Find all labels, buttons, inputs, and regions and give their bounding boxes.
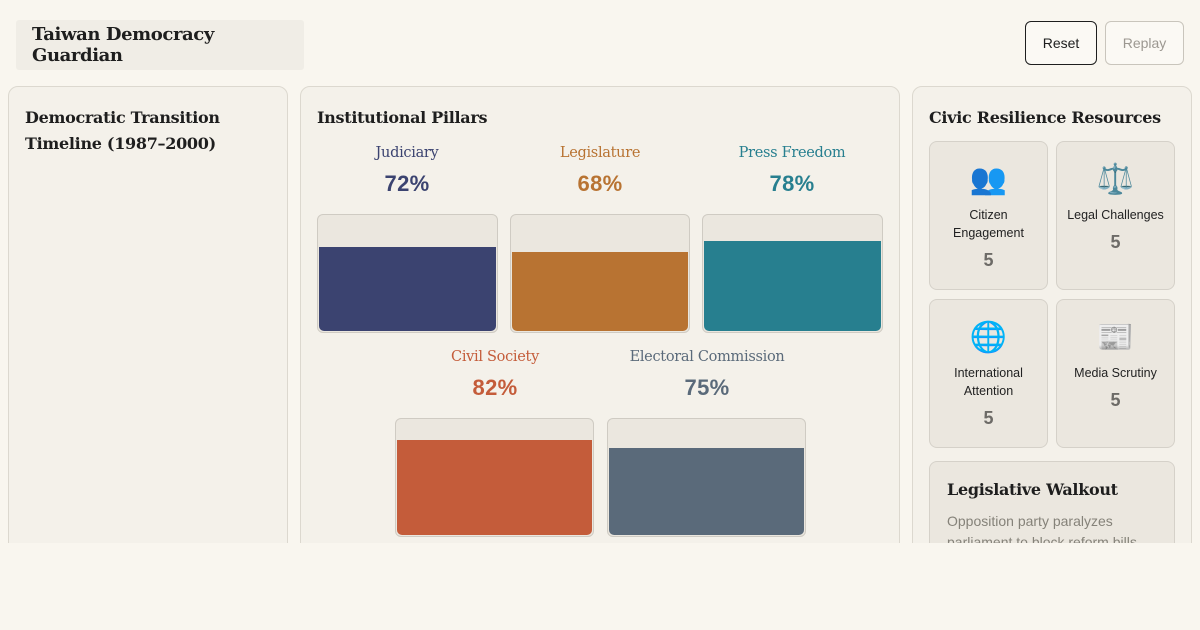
gauge-fill-electoral-commission	[609, 448, 804, 535]
app-title-box: Taiwan Democracy Guardian	[16, 20, 304, 70]
pillar-value: 75%	[684, 375, 730, 400]
scales-icon: ⚖️	[1096, 163, 1135, 196]
resource-name: Legal Challenges	[1067, 208, 1164, 222]
civic-title: Civic Resilience Resources	[929, 108, 1161, 127]
resource-name: International Attention	[954, 366, 1023, 398]
gauge-fill-judiciary	[319, 247, 496, 331]
gauge-fill-press-freedom	[704, 241, 881, 331]
people-icon: 👥	[969, 163, 1008, 196]
pillar-judiciary: Judiciary 72%	[317, 145, 497, 197]
pillar-value: 78%	[769, 171, 815, 196]
timeline-panel: Democratic Transition Timeline (1987–200…	[8, 86, 288, 556]
reset-button[interactable]: Reset	[1025, 21, 1097, 65]
pillar-name: Civil Society	[451, 349, 539, 365]
gauge-judiciary[interactable]	[317, 214, 498, 333]
resource-citizen-engagement[interactable]: 👥 Citizen Engagement 5	[929, 141, 1048, 290]
pillar-civil-society: Civil Society 82%	[395, 349, 595, 401]
pillar-value: 72%	[384, 171, 430, 196]
civic-panel: Civic Resilience Resources 👥 Citizen Eng…	[912, 86, 1192, 571]
page-background	[0, 543, 1200, 630]
gauge-fill-civil-society	[397, 440, 592, 535]
pillar-value: 82%	[472, 375, 518, 400]
newspaper-icon: 📰	[1096, 321, 1135, 354]
resource-international-attention[interactable]: 🌐 International Attention 5	[929, 299, 1048, 448]
pillar-press-freedom: Press Freedom 78%	[702, 145, 882, 197]
gauge-legislature[interactable]	[510, 214, 690, 333]
pillar-name: Electoral Commission	[629, 349, 785, 365]
pillar-name: Legislature	[559, 145, 641, 161]
pillar-electoral-commission: Electoral Commission 75%	[607, 349, 807, 401]
pillar-name: Press Freedom	[738, 145, 846, 161]
pillar-legislature: Legislature 68%	[510, 145, 690, 197]
pillar-value: 68%	[577, 171, 623, 196]
resource-name: Citizen Engagement	[953, 208, 1024, 240]
resource-count: 5	[1110, 232, 1121, 252]
pillar-name: Judiciary	[375, 145, 439, 161]
resource-name: Media Scrutiny	[1074, 366, 1157, 380]
gauge-press-freedom[interactable]	[702, 214, 883, 333]
pillars-panel: Institutional Pillars Judiciary 72% Legi…	[300, 86, 900, 556]
resource-count: 5	[983, 250, 994, 270]
globe-icon: 🌐	[969, 321, 1008, 354]
app-title: Taiwan Democracy Guardian	[32, 24, 214, 66]
gauge-electoral-commission[interactable]	[607, 418, 806, 537]
pillars-title: Institutional Pillars	[317, 108, 488, 127]
event-title: Legislative Walkout	[947, 480, 1118, 499]
resource-legal-challenges[interactable]: ⚖️ Legal Challenges 5	[1056, 141, 1175, 290]
gauge-fill-legislature	[512, 252, 688, 331]
replay-button[interactable]: Replay	[1105, 21, 1184, 65]
resource-media-scrutiny[interactable]: 📰 Media Scrutiny 5	[1056, 299, 1175, 448]
resource-count: 5	[1110, 390, 1121, 410]
resource-count: 5	[983, 408, 994, 428]
timeline-title: Democratic Transition Timeline (1987–200…	[25, 108, 220, 153]
gauge-civil-society[interactable]	[395, 418, 594, 537]
